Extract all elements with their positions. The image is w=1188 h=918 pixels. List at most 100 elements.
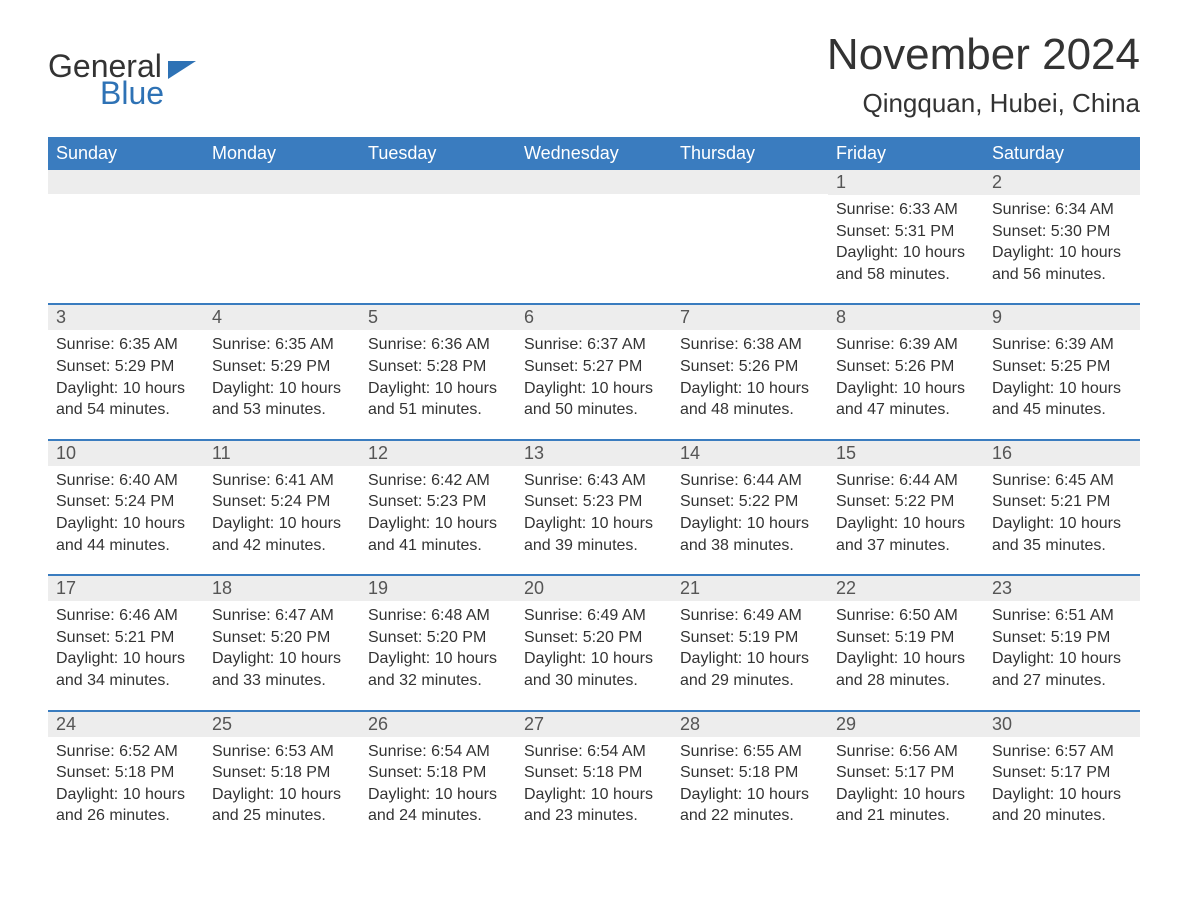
- daylight-line: Daylight: 10 hours and 58 minutes.: [836, 242, 976, 285]
- day-number: 16: [984, 439, 1140, 466]
- logo-flag-icon: [168, 61, 196, 79]
- sunset-line: Sunset: 5:29 PM: [212, 356, 352, 378]
- weekday-header: Saturday: [984, 137, 1140, 170]
- sunrise-line: Sunrise: 6:55 AM: [680, 741, 820, 763]
- day-content: Sunrise: 6:33 AMSunset: 5:31 PMDaylight:…: [828, 195, 984, 285]
- day-number-bar-empty: [672, 170, 828, 194]
- sunset-line: Sunset: 5:24 PM: [56, 491, 196, 513]
- day-content: Sunrise: 6:35 AMSunset: 5:29 PMDaylight:…: [48, 330, 204, 420]
- calendar-cell: 12Sunrise: 6:42 AMSunset: 5:23 PMDayligh…: [360, 439, 516, 574]
- day-number: 13: [516, 439, 672, 466]
- day-content: Sunrise: 6:49 AMSunset: 5:20 PMDaylight:…: [516, 601, 672, 691]
- calendar-cell-empty: [516, 170, 672, 303]
- sunset-line: Sunset: 5:21 PM: [992, 491, 1132, 513]
- day-content: Sunrise: 6:53 AMSunset: 5:18 PMDaylight:…: [204, 737, 360, 827]
- daylight-line: Daylight: 10 hours and 20 minutes.: [992, 784, 1132, 827]
- sunset-line: Sunset: 5:18 PM: [56, 762, 196, 784]
- day-number: 6: [516, 303, 672, 330]
- day-number: 7: [672, 303, 828, 330]
- daylight-line: Daylight: 10 hours and 33 minutes.: [212, 648, 352, 691]
- sunrise-line: Sunrise: 6:35 AM: [212, 334, 352, 356]
- daylight-line: Daylight: 10 hours and 24 minutes.: [368, 784, 508, 827]
- day-content: Sunrise: 6:38 AMSunset: 5:26 PMDaylight:…: [672, 330, 828, 420]
- sunrise-line: Sunrise: 6:57 AM: [992, 741, 1132, 763]
- daylight-line: Daylight: 10 hours and 21 minutes.: [836, 784, 976, 827]
- calendar-cell: 7Sunrise: 6:38 AMSunset: 5:26 PMDaylight…: [672, 303, 828, 438]
- daylight-line: Daylight: 10 hours and 41 minutes.: [368, 513, 508, 556]
- day-content: Sunrise: 6:36 AMSunset: 5:28 PMDaylight:…: [360, 330, 516, 420]
- day-number: 25: [204, 710, 360, 737]
- sunrise-line: Sunrise: 6:44 AM: [680, 470, 820, 492]
- sunset-line: Sunset: 5:20 PM: [524, 627, 664, 649]
- day-content: Sunrise: 6:37 AMSunset: 5:27 PMDaylight:…: [516, 330, 672, 420]
- sunset-line: Sunset: 5:21 PM: [56, 627, 196, 649]
- day-number: 30: [984, 710, 1140, 737]
- day-content: Sunrise: 6:55 AMSunset: 5:18 PMDaylight:…: [672, 737, 828, 827]
- day-content: Sunrise: 6:41 AMSunset: 5:24 PMDaylight:…: [204, 466, 360, 556]
- sunrise-line: Sunrise: 6:44 AM: [836, 470, 976, 492]
- calendar-cell: 18Sunrise: 6:47 AMSunset: 5:20 PMDayligh…: [204, 574, 360, 709]
- header: General Blue November 2024 Qingquan, Hub…: [48, 30, 1140, 119]
- sunrise-line: Sunrise: 6:40 AM: [56, 470, 196, 492]
- sunset-line: Sunset: 5:20 PM: [212, 627, 352, 649]
- day-content: Sunrise: 6:49 AMSunset: 5:19 PMDaylight:…: [672, 601, 828, 691]
- daylight-line: Daylight: 10 hours and 54 minutes.: [56, 378, 196, 421]
- day-content: Sunrise: 6:43 AMSunset: 5:23 PMDaylight:…: [516, 466, 672, 556]
- day-content: Sunrise: 6:44 AMSunset: 5:22 PMDaylight:…: [672, 466, 828, 556]
- calendar-cell: 24Sunrise: 6:52 AMSunset: 5:18 PMDayligh…: [48, 710, 204, 845]
- sunrise-line: Sunrise: 6:39 AM: [992, 334, 1132, 356]
- day-content: Sunrise: 6:51 AMSunset: 5:19 PMDaylight:…: [984, 601, 1140, 691]
- calendar-cell: 10Sunrise: 6:40 AMSunset: 5:24 PMDayligh…: [48, 439, 204, 574]
- sunrise-line: Sunrise: 6:47 AM: [212, 605, 352, 627]
- day-content: Sunrise: 6:56 AMSunset: 5:17 PMDaylight:…: [828, 737, 984, 827]
- day-number: 23: [984, 574, 1140, 601]
- calendar-cell: 11Sunrise: 6:41 AMSunset: 5:24 PMDayligh…: [204, 439, 360, 574]
- calendar-cell: 13Sunrise: 6:43 AMSunset: 5:23 PMDayligh…: [516, 439, 672, 574]
- sunrise-line: Sunrise: 6:54 AM: [524, 741, 664, 763]
- calendar-cell: 5Sunrise: 6:36 AMSunset: 5:28 PMDaylight…: [360, 303, 516, 438]
- daylight-line: Daylight: 10 hours and 25 minutes.: [212, 784, 352, 827]
- day-number: 10: [48, 439, 204, 466]
- calendar-cell: 23Sunrise: 6:51 AMSunset: 5:19 PMDayligh…: [984, 574, 1140, 709]
- sunset-line: Sunset: 5:25 PM: [992, 356, 1132, 378]
- calendar-cell: 3Sunrise: 6:35 AMSunset: 5:29 PMDaylight…: [48, 303, 204, 438]
- sunset-line: Sunset: 5:23 PM: [524, 491, 664, 513]
- calendar-cell: 1Sunrise: 6:33 AMSunset: 5:31 PMDaylight…: [828, 170, 984, 303]
- sunset-line: Sunset: 5:27 PM: [524, 356, 664, 378]
- page-title: November 2024: [827, 30, 1140, 80]
- location-subtitle: Qingquan, Hubei, China: [827, 88, 1140, 119]
- logo: General Blue: [48, 48, 196, 112]
- calendar-cell: 17Sunrise: 6:46 AMSunset: 5:21 PMDayligh…: [48, 574, 204, 709]
- sunrise-line: Sunrise: 6:42 AM: [368, 470, 508, 492]
- day-number: 22: [828, 574, 984, 601]
- calendar-cell: 27Sunrise: 6:54 AMSunset: 5:18 PMDayligh…: [516, 710, 672, 845]
- day-content: Sunrise: 6:52 AMSunset: 5:18 PMDaylight:…: [48, 737, 204, 827]
- sunset-line: Sunset: 5:20 PM: [368, 627, 508, 649]
- calendar-body: 1Sunrise: 6:33 AMSunset: 5:31 PMDaylight…: [48, 170, 1140, 845]
- calendar-cell: 26Sunrise: 6:54 AMSunset: 5:18 PMDayligh…: [360, 710, 516, 845]
- sunset-line: Sunset: 5:17 PM: [836, 762, 976, 784]
- day-content: Sunrise: 6:54 AMSunset: 5:18 PMDaylight:…: [360, 737, 516, 827]
- day-content: Sunrise: 6:46 AMSunset: 5:21 PMDaylight:…: [48, 601, 204, 691]
- day-number: 19: [360, 574, 516, 601]
- sunrise-line: Sunrise: 6:43 AM: [524, 470, 664, 492]
- daylight-line: Daylight: 10 hours and 56 minutes.: [992, 242, 1132, 285]
- sunset-line: Sunset: 5:31 PM: [836, 221, 976, 243]
- calendar-header-row: SundayMondayTuesdayWednesdayThursdayFrid…: [48, 137, 1140, 170]
- sunset-line: Sunset: 5:26 PM: [836, 356, 976, 378]
- day-number: 2: [984, 170, 1140, 195]
- sunrise-line: Sunrise: 6:48 AM: [368, 605, 508, 627]
- daylight-line: Daylight: 10 hours and 22 minutes.: [680, 784, 820, 827]
- sunset-line: Sunset: 5:18 PM: [524, 762, 664, 784]
- daylight-line: Daylight: 10 hours and 34 minutes.: [56, 648, 196, 691]
- day-content: Sunrise: 6:35 AMSunset: 5:29 PMDaylight:…: [204, 330, 360, 420]
- daylight-line: Daylight: 10 hours and 29 minutes.: [680, 648, 820, 691]
- calendar-cell: 25Sunrise: 6:53 AMSunset: 5:18 PMDayligh…: [204, 710, 360, 845]
- sunrise-line: Sunrise: 6:34 AM: [992, 199, 1132, 221]
- day-content: Sunrise: 6:47 AMSunset: 5:20 PMDaylight:…: [204, 601, 360, 691]
- day-content: Sunrise: 6:57 AMSunset: 5:17 PMDaylight:…: [984, 737, 1140, 827]
- daylight-line: Daylight: 10 hours and 32 minutes.: [368, 648, 508, 691]
- day-number: 21: [672, 574, 828, 601]
- daylight-line: Daylight: 10 hours and 38 minutes.: [680, 513, 820, 556]
- daylight-line: Daylight: 10 hours and 23 minutes.: [524, 784, 664, 827]
